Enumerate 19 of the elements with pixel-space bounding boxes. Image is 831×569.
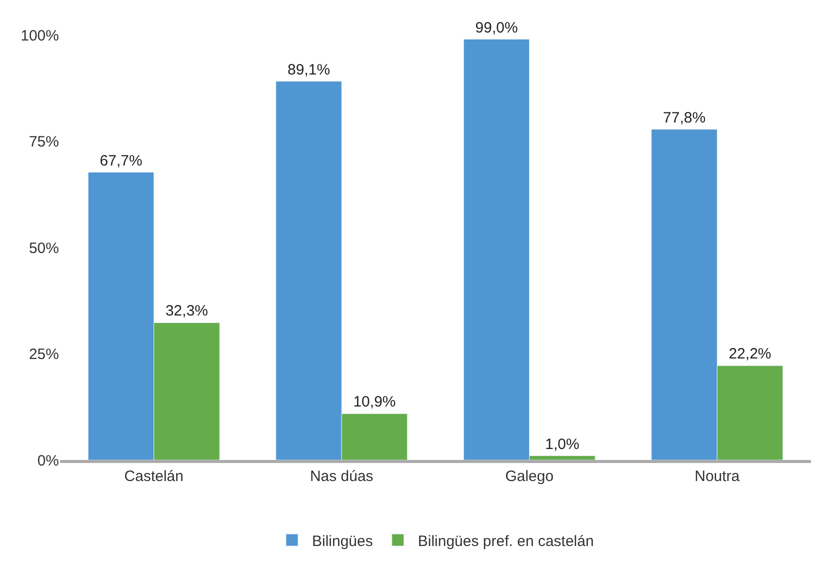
data-label: 32,3% bbox=[165, 302, 208, 320]
data-label: 77,8% bbox=[662, 109, 706, 126]
y-tick-label: 50% bbox=[28, 240, 59, 257]
y-tick-label: 0% bbox=[37, 452, 59, 470]
legend-label: Bilingües pref. en castelán bbox=[418, 532, 594, 550]
y-tick-label: 100% bbox=[20, 27, 59, 44]
data-label: 1,0% bbox=[545, 436, 580, 453]
data-label: 67,7% bbox=[100, 152, 142, 170]
data-label: 99,0% bbox=[475, 19, 518, 36]
y-tick-label: 75% bbox=[28, 134, 59, 150]
x-tick-label: Nas dúas bbox=[310, 468, 374, 485]
y-tick-label: 25% bbox=[28, 346, 59, 363]
data-label: 89,1% bbox=[287, 61, 330, 78]
data-label: 10,9% bbox=[353, 394, 396, 411]
data-label: 22,2% bbox=[728, 346, 772, 363]
legend-label: Bilingües bbox=[312, 532, 373, 550]
x-tick-label: Castelán bbox=[124, 468, 184, 485]
x-tick-label: Galego bbox=[505, 468, 554, 485]
x-tick-label: Noutra bbox=[694, 468, 740, 485]
